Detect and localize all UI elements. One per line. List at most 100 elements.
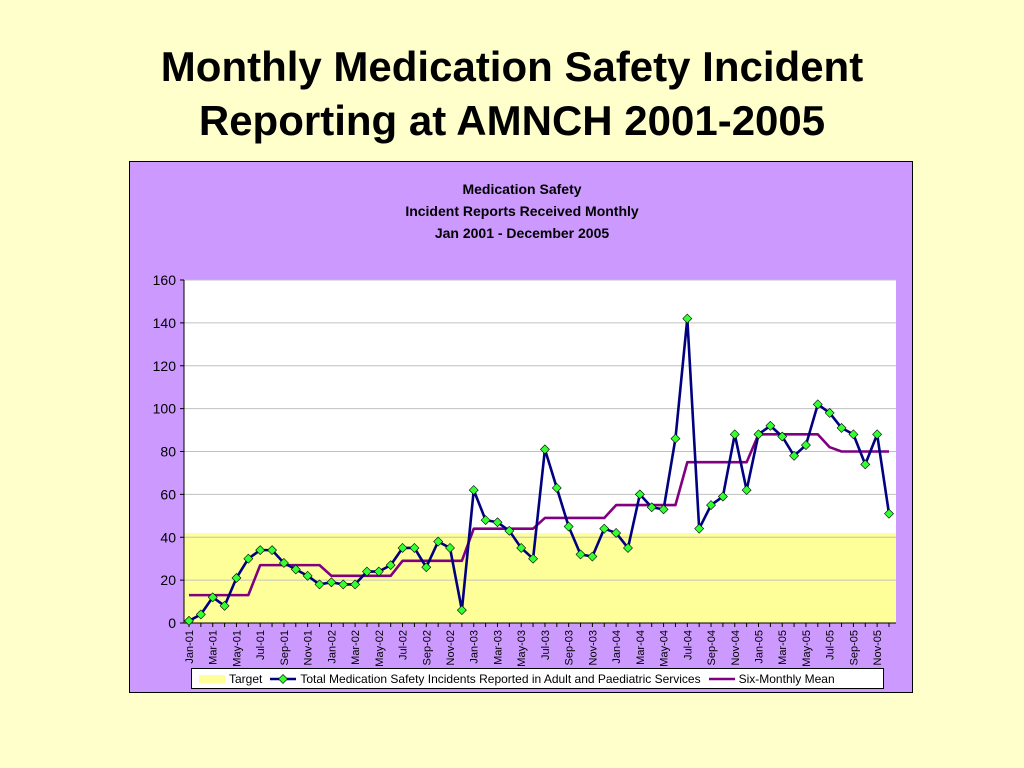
x-tick-label: Mar-05 bbox=[777, 630, 789, 665]
series-line-six-monthly-mean bbox=[189, 433, 889, 597]
x-tick-label: Jan-02 bbox=[326, 630, 338, 664]
data-point-marker bbox=[480, 515, 491, 526]
data-point-marker bbox=[575, 549, 586, 560]
x-tick-label: Mar-04 bbox=[635, 630, 647, 665]
x-tick-label: Jan-04 bbox=[611, 630, 623, 664]
y-tick-label: 160 bbox=[153, 272, 177, 288]
data-point-marker bbox=[421, 562, 432, 573]
data-point-marker bbox=[504, 525, 515, 536]
data-point-marker bbox=[290, 564, 301, 575]
data-point-marker bbox=[777, 431, 788, 442]
y-tick-label: 0 bbox=[168, 615, 176, 631]
legend-swatch-six-monthly-mean bbox=[708, 677, 735, 680]
x-tick-label: May-02 bbox=[374, 630, 386, 667]
y-tick-label: 100 bbox=[153, 401, 177, 417]
data-point-marker bbox=[765, 420, 776, 431]
slide-title-line-1: Monthly Medication Safety Incident bbox=[160, 43, 864, 90]
data-point-marker bbox=[385, 560, 396, 571]
y-tick-label: 80 bbox=[160, 444, 176, 460]
chart-plot-svg: 0 20 40 60 80 100 120 140 160 Jan-01 Mar-01 May-01 J… bbox=[153, 272, 896, 667]
x-tick-label: May-05 bbox=[801, 630, 813, 667]
data-point-marker bbox=[409, 543, 420, 553]
data-point-marker bbox=[634, 489, 645, 500]
y-tick-label: 120 bbox=[153, 358, 177, 374]
data-point-marker bbox=[231, 573, 242, 583]
data-point-marker bbox=[884, 508, 894, 519]
data-point-marker bbox=[492, 517, 503, 528]
data-point-marker bbox=[717, 491, 728, 502]
legend-swatch-total bbox=[270, 673, 297, 684]
x-tick-label: May-04 bbox=[659, 630, 671, 667]
data-point-marker bbox=[801, 440, 811, 450]
chart-title: Medication Safety Incident Reports Recei… bbox=[130, 178, 914, 244]
x-tick-label: Nov-04 bbox=[730, 630, 742, 665]
data-point-marker bbox=[658, 504, 669, 515]
x-tick-label: Mar-03 bbox=[492, 630, 504, 665]
legend-entry-six-monthly-mean: Six-Monthly Mean bbox=[708, 671, 835, 686]
x-tick-label: Nov-03 bbox=[587, 630, 599, 665]
x-tick-label: Mar-01 bbox=[208, 630, 220, 665]
data-point-marker bbox=[623, 543, 633, 553]
data-point-marker bbox=[243, 553, 254, 564]
x-tick-label: Nov-05 bbox=[872, 630, 884, 665]
data-point-marker bbox=[872, 429, 883, 440]
x-tick-label: Jan-05 bbox=[753, 630, 765, 664]
data-point-marker bbox=[255, 545, 266, 556]
x-tick-label: Mar-02 bbox=[350, 630, 362, 665]
data-point-marker bbox=[836, 422, 847, 433]
data-point-marker bbox=[741, 485, 752, 496]
data-point-marker bbox=[599, 523, 610, 534]
data-point-marker bbox=[445, 543, 455, 553]
x-tick-label: May-01 bbox=[231, 630, 243, 667]
data-point-marker bbox=[350, 579, 361, 590]
x-tick-label: Sep-01 bbox=[279, 630, 291, 665]
data-point-marker bbox=[397, 543, 408, 553]
data-point-marker bbox=[219, 600, 230, 611]
data-point-marker bbox=[314, 579, 325, 590]
data-point-marker bbox=[753, 429, 764, 440]
data-point-marker bbox=[646, 502, 657, 513]
slide-title-line-2: Reporting at AMNCH 2001-2005 bbox=[198, 97, 826, 144]
x-tick-label: Nov-02 bbox=[445, 630, 457, 665]
data-point-marker bbox=[338, 579, 349, 590]
data-point-marker bbox=[540, 444, 550, 455]
data-point-marker bbox=[551, 483, 562, 493]
slide-title: Monthly Medication Safety Incident Repor… bbox=[0, 40, 1024, 148]
x-tick-label: Jul-02 bbox=[398, 630, 410, 660]
x-tick-label: Sep-03 bbox=[564, 630, 576, 665]
y-tick-label: 60 bbox=[160, 486, 176, 502]
data-point-marker bbox=[860, 459, 871, 470]
x-tick-label: Jan-03 bbox=[469, 630, 481, 664]
x-tick-label: Jul-04 bbox=[682, 630, 694, 660]
data-point-marker bbox=[528, 553, 538, 564]
y-tick-label: 40 bbox=[160, 529, 176, 545]
chart-legend: Target Total Medication Safety Incidents… bbox=[191, 668, 884, 689]
x-tick-label: Nov-01 bbox=[303, 630, 315, 665]
chart-frame: Medication Safety Incident Reports Recei… bbox=[129, 161, 913, 693]
data-point-marker bbox=[729, 429, 740, 440]
x-tick-label: May-03 bbox=[516, 630, 528, 667]
data-point-marker bbox=[812, 399, 823, 410]
data-point-marker bbox=[611, 528, 622, 538]
chart-title-line-2: Incident Reports Received Monthly bbox=[405, 203, 639, 219]
data-point-marker bbox=[456, 605, 467, 616]
data-point-marker bbox=[694, 523, 705, 534]
legend-entry-target: Target bbox=[199, 672, 262, 686]
x-tick-label: Jul-01 bbox=[255, 630, 267, 660]
legend-label-total: Total Medication Safety Incidents Report… bbox=[300, 671, 701, 686]
data-point-marker bbox=[326, 577, 337, 588]
x-tick-label: Jul-05 bbox=[825, 630, 837, 660]
data-point-marker bbox=[563, 521, 574, 532]
data-point-marker bbox=[706, 500, 716, 511]
chart-title-line-1: Medication Safety bbox=[462, 181, 582, 197]
legend-label-target: Target bbox=[229, 671, 263, 686]
data-point-marker bbox=[468, 485, 479, 496]
data-point-marker bbox=[302, 570, 313, 581]
x-tick-label: Sep-05 bbox=[848, 630, 860, 665]
legend-label-six-monthly-mean: Six-Monthly Mean bbox=[738, 671, 835, 686]
data-point-marker bbox=[682, 313, 693, 324]
data-point-marker bbox=[195, 609, 206, 620]
data-point-marker bbox=[373, 566, 384, 577]
data-point-marker bbox=[848, 429, 859, 440]
target-band bbox=[184, 532, 896, 623]
